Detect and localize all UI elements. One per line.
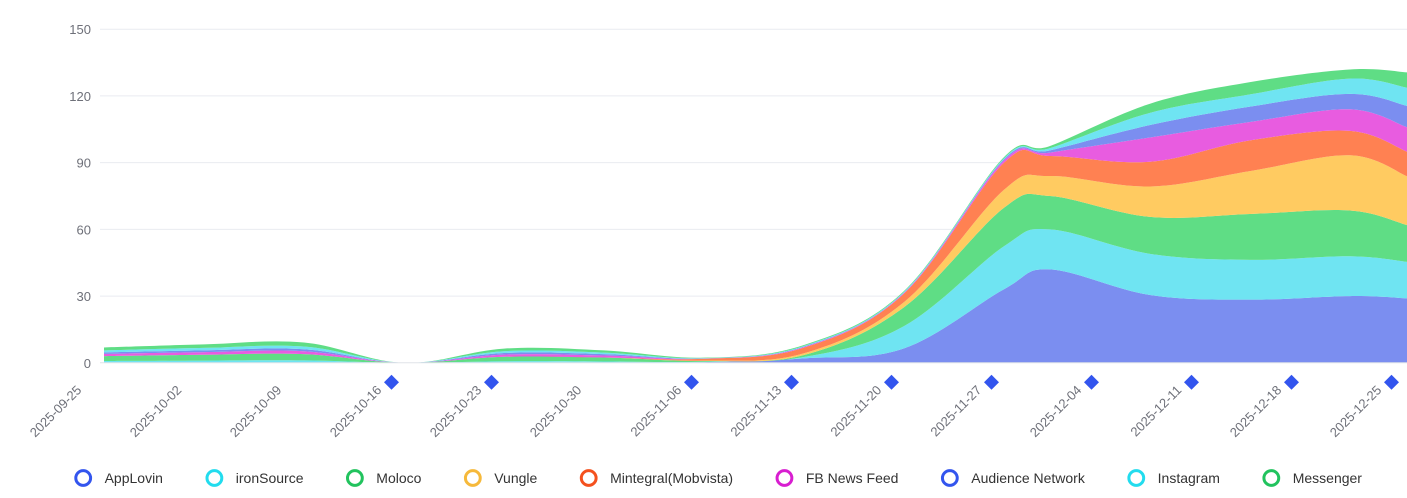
- svg-text:0: 0: [84, 356, 91, 371]
- svg-text:Messenger: Messenger: [1293, 470, 1363, 486]
- svg-text:60: 60: [77, 222, 91, 237]
- svg-text:120: 120: [69, 89, 91, 104]
- svg-text:Moloco: Moloco: [376, 470, 421, 486]
- svg-text:Audience Network: Audience Network: [971, 470, 1086, 486]
- svg-text:Vungle: Vungle: [494, 470, 537, 486]
- svg-text:FB News Feed: FB News Feed: [806, 470, 899, 486]
- svg-text:Instagram: Instagram: [1158, 470, 1220, 486]
- svg-text:ironSource: ironSource: [236, 470, 304, 486]
- svg-text:Mintegral(Mobvista): Mintegral(Mobvista): [610, 470, 733, 486]
- svg-text:90: 90: [77, 156, 91, 171]
- svg-text:30: 30: [77, 289, 91, 304]
- svg-text:150: 150: [69, 22, 91, 37]
- svg-text:AppLovin: AppLovin: [105, 470, 163, 486]
